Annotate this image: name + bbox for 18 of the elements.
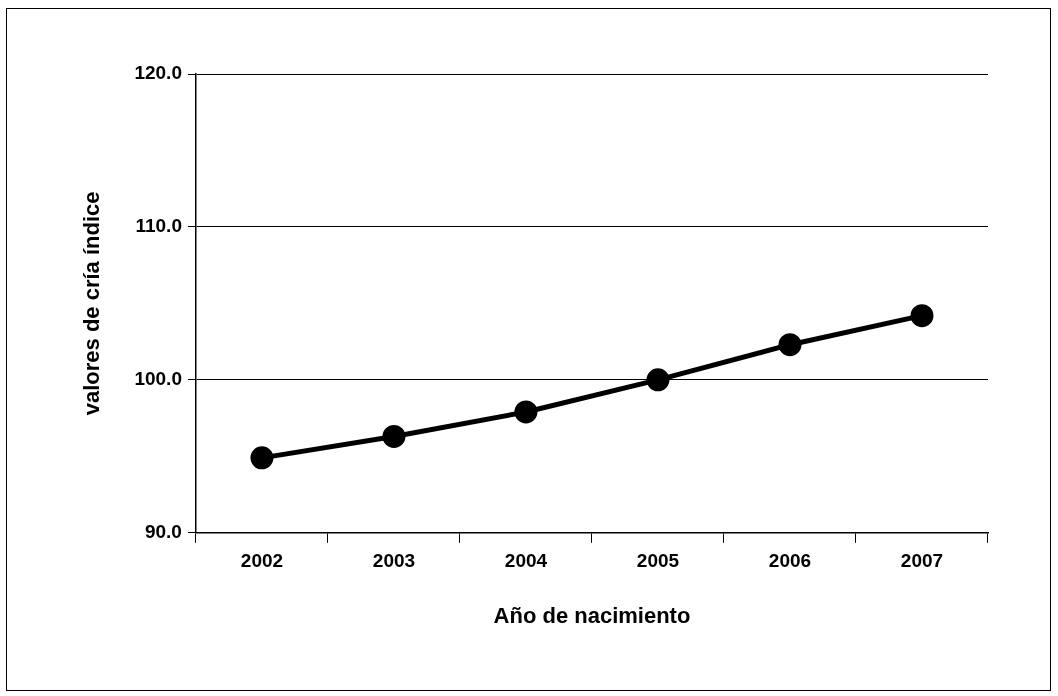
x-tick-label: 2007 <box>900 550 944 572</box>
point <box>250 446 274 470</box>
point <box>778 333 802 357</box>
x-axis-title: Año de nacimiento <box>493 602 691 628</box>
point <box>514 400 538 424</box>
y-tick-label: 90.0 <box>144 521 182 543</box>
x-tick-label: 2002 <box>240 550 284 572</box>
x-tick-label: 2006 <box>768 550 812 572</box>
y-tick-label: 120.0 <box>134 62 182 84</box>
x-tick-label: 2003 <box>372 550 416 572</box>
x-tick-label: 2004 <box>504 550 548 572</box>
y-tick-label: 110.0 <box>135 215 182 237</box>
y-tick-label: 100.0 <box>134 368 182 390</box>
point <box>382 424 406 448</box>
point <box>646 368 670 392</box>
point <box>910 304 934 328</box>
y-axis-title: valores de cría índice <box>79 191 105 416</box>
x-tick-label: 2005 <box>636 550 680 572</box>
